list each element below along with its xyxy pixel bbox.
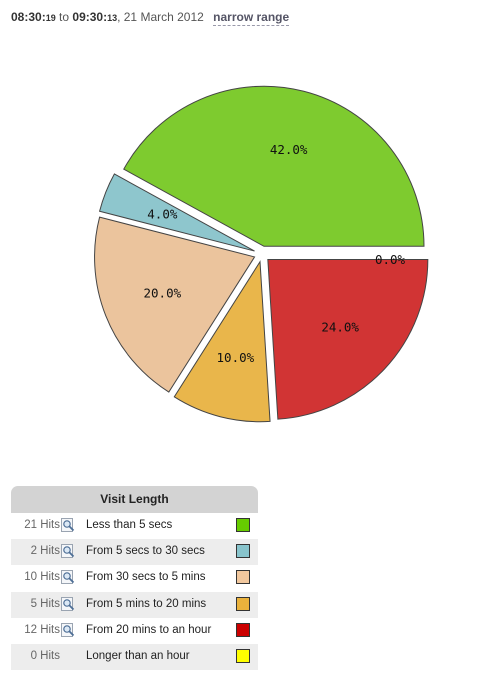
hits-count: 5 Hits [30, 597, 60, 610]
legend-row: 5 Hits From 5 mins to 20 mins [11, 591, 258, 618]
legend-label: From 30 secs to 5 mins [86, 571, 206, 584]
legend-label: Longer than an hour [86, 649, 190, 662]
legend-row: 12 Hits From 20 mins to an hour [11, 618, 258, 644]
magnifier-icon[interactable] [61, 596, 75, 611]
pie-label-from-5-mins-to-20-mins: 10.0% [217, 350, 255, 365]
legend-color-swatch [236, 648, 250, 663]
from-time: 08:30: [11, 10, 46, 24]
legend-color-swatch [236, 544, 250, 559]
pie-label-from-5-secs-to-30-secs: 4.0% [147, 207, 178, 222]
pie-label-longer-than-an-hour: 0.0% [375, 252, 406, 267]
magnifier-icon[interactable] [61, 518, 75, 532]
legend-row: 2 Hits From 5 secs to 30 secs [11, 539, 258, 566]
legend-label: Less than 5 secs [86, 519, 173, 531]
pie-label-from-30-secs-to-5-mins: 20.0% [144, 285, 182, 300]
magnifier-icon[interactable] [61, 570, 75, 585]
legend-color-swatch [236, 570, 250, 585]
time-range-header: 08:30:19 to 09:30:13, 21 March 2012 narr… [11, 10, 290, 26]
legend-row: 10 Hits From 30 secs to 5 mins [11, 565, 258, 591]
legend-label: From 5 mins to 20 mins [86, 597, 207, 610]
pie-label-less-than-5-secs: 42.0% [270, 142, 308, 157]
legend-color-swatch [236, 518, 250, 532]
to-time: 09:30: [72, 10, 108, 24]
narrow-range-link[interactable]: narrow range [213, 10, 290, 26]
legend-label: From 20 mins to an hour [86, 623, 212, 636]
legend-title: Visit Length [11, 486, 258, 513]
hits-count: 10 Hits [24, 571, 60, 584]
to-word: to [55, 10, 73, 24]
visit-length-pie-chart: 42.0% 4.0% 20.0% 10.0% 24.0% 0.0% [94, 85, 429, 423]
pie-slice-from-30-secs-to-5-mins [94, 216, 256, 393]
visit-length-legend: Visit Length 21 Hits Less than 5 secs 2 Hi… [11, 486, 258, 671]
pie-label-from-20-mins-to-an-hour: 24.0% [321, 319, 359, 334]
pie-slice-from-20-mins-to-an-hour [267, 258, 429, 420]
pie-slice-from-5-mins-to-20-mins [173, 260, 271, 423]
magnifier-icon[interactable] [61, 544, 75, 559]
legend-color-swatch [236, 622, 250, 637]
hits-count: 2 Hits [30, 545, 60, 558]
hits-count: 0 Hits [30, 649, 60, 662]
legend-rows: 21 Hits Less than 5 secs 2 Hits From 5 secs… [11, 513, 258, 671]
magnifier-icon[interactable] [61, 622, 75, 637]
to-seconds: 13 [107, 13, 118, 23]
legend-color-swatch [236, 596, 250, 611]
legend-row: 21 Hits Less than 5 secs [11, 513, 258, 539]
legend-row: 0 Hits Longer than an hour [11, 643, 258, 671]
pie-slice-less-than-5-secs [123, 85, 425, 247]
hits-count: 21 Hits [24, 519, 60, 531]
hits-count: 12 Hits [24, 623, 60, 636]
pie-slice-from-5-secs-to-30-secs [98, 173, 255, 252]
from-seconds: 19 [45, 13, 56, 23]
date-text: , 21 March 2012 [117, 10, 204, 24]
legend-label: From 5 secs to 30 secs [86, 545, 205, 558]
